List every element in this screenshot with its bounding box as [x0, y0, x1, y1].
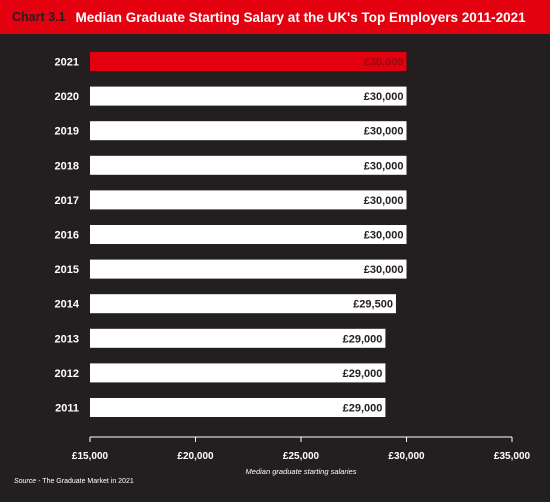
chart-title-bar: Chart 3.1 Median Graduate Starting Salar… — [0, 0, 550, 34]
value-label: £29,500 — [353, 299, 393, 311]
bar — [90, 328, 386, 348]
year-label: 2021 — [55, 57, 79, 69]
year-label: 2018 — [55, 160, 79, 172]
chart-title: Median Graduate Starting Salary at the U… — [75, 9, 526, 25]
bar — [90, 398, 386, 417]
bar — [90, 259, 407, 279]
value-label: £30,000 — [364, 57, 404, 69]
value-label: £29,000 — [343, 333, 383, 345]
bar — [90, 121, 407, 141]
bar-highlight — [90, 52, 407, 71]
value-label: £30,000 — [364, 195, 404, 207]
x-tick-label: £30,000 — [388, 451, 425, 462]
bar — [90, 190, 407, 210]
source-text: - The Graduate Market in 2021 — [38, 478, 134, 485]
source-note: Source - The Graduate Market in 2021 — [14, 478, 134, 485]
value-label: £30,000 — [364, 160, 404, 172]
source-label: Source — [14, 478, 37, 485]
year-label: 2020 — [55, 91, 79, 103]
value-label: £29,000 — [343, 403, 383, 415]
bar — [90, 86, 407, 106]
x-tick-label: £20,000 — [177, 451, 214, 462]
x-tick-label: £25,000 — [283, 451, 320, 462]
bar-chart: 2021 £30,000 2020 £30,000 2019 £30,000 2018 £30… — [55, 52, 531, 476]
bar — [90, 294, 396, 314]
value-label: £30,000 — [364, 264, 404, 276]
bar — [90, 225, 407, 244]
value-label: £29,000 — [343, 368, 383, 380]
year-label: 2016 — [55, 230, 79, 242]
year-label: 2012 — [55, 368, 79, 380]
bar — [90, 155, 407, 175]
bar — [90, 363, 386, 383]
year-label: 2014 — [55, 299, 80, 311]
x-tick-label: £35,000 — [494, 451, 531, 462]
value-label: £30,000 — [364, 91, 404, 103]
year-label: 2017 — [55, 195, 79, 207]
year-label: 2019 — [55, 126, 79, 138]
value-label: £30,000 — [364, 126, 404, 138]
x-axis-label: Median graduate starting salaries — [246, 467, 357, 476]
x-tick-label: £15,000 — [72, 451, 109, 462]
year-label: 2013 — [55, 333, 79, 345]
value-label: £30,000 — [364, 230, 404, 242]
chart-number: Chart 3.1 — [12, 10, 66, 24]
year-label: 2015 — [55, 264, 79, 276]
year-label: 2011 — [55, 403, 79, 415]
